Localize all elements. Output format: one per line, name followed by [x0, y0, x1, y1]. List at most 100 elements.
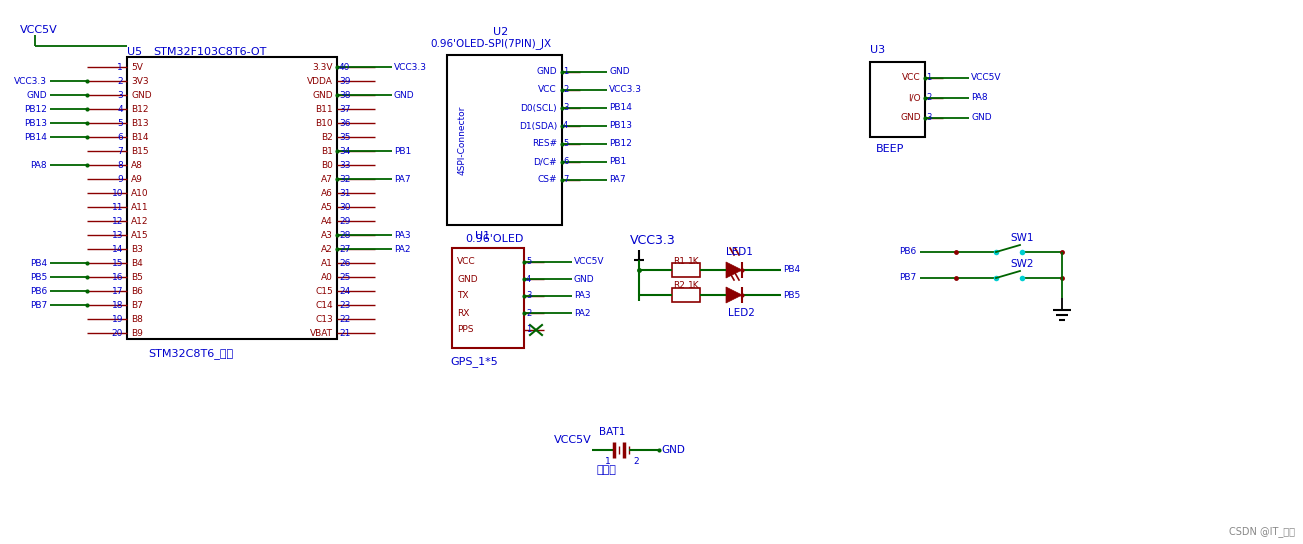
Text: PB1: PB1 [394, 146, 412, 156]
Text: 14: 14 [112, 244, 122, 254]
Text: 3: 3 [117, 90, 122, 100]
Text: VCC: VCC [903, 73, 921, 83]
Text: 25: 25 [339, 273, 351, 281]
Text: B9: B9 [132, 329, 143, 337]
Text: 22: 22 [339, 314, 351, 324]
Text: PA7: PA7 [394, 175, 410, 183]
Text: PB13: PB13 [609, 121, 632, 131]
Text: A9: A9 [132, 175, 143, 183]
Text: U2: U2 [493, 27, 508, 37]
Bar [672, 263, 700, 277]
Text: GND: GND [537, 67, 556, 77]
Text: 13: 13 [112, 231, 122, 239]
Text: A10: A10 [132, 189, 149, 197]
Text: A4: A4 [322, 217, 334, 226]
Text: 3V3: 3V3 [132, 77, 149, 85]
Text: PB5: PB5 [30, 273, 47, 281]
Text: 35: 35 [339, 133, 351, 141]
Text: 1: 1 [563, 67, 568, 77]
Text: CS#: CS# [538, 176, 556, 184]
Text: PB7: PB7 [30, 300, 47, 310]
Text: 3: 3 [526, 292, 532, 300]
Text: 16: 16 [112, 273, 122, 281]
Text: PB12: PB12 [609, 139, 632, 149]
Text: 3: 3 [926, 114, 932, 122]
Text: B6: B6 [132, 287, 143, 295]
Text: A11: A11 [132, 202, 149, 212]
Text: 5: 5 [117, 119, 122, 127]
Text: 26: 26 [339, 258, 351, 268]
Text: PA2: PA2 [575, 308, 590, 318]
Text: GND: GND [900, 114, 921, 122]
Text: 36: 36 [339, 119, 351, 127]
Text: U3: U3 [870, 45, 885, 55]
Text: STM32F103C8T6-OT: STM32F103C8T6-OT [152, 47, 266, 57]
Text: VCC3.3: VCC3.3 [629, 233, 676, 246]
Text: A2: A2 [322, 244, 334, 254]
Bar [126, 57, 337, 339]
Text: GND: GND [971, 114, 992, 122]
Text: C14: C14 [315, 300, 334, 310]
Text: A0: A0 [321, 273, 334, 281]
Text: 20: 20 [112, 329, 122, 337]
Text: 1: 1 [117, 63, 122, 71]
Text: I/O: I/O [908, 94, 921, 102]
Text: A6: A6 [321, 189, 334, 197]
Text: A5: A5 [321, 202, 334, 212]
Text: B4: B4 [132, 258, 143, 268]
Text: 39: 39 [339, 77, 351, 85]
Text: GND: GND [457, 275, 478, 283]
Text: 11: 11 [112, 202, 122, 212]
Text: CSDN @IT_陶水: CSDN @IT_陶水 [1229, 527, 1295, 537]
Text: 2: 2 [563, 85, 568, 95]
Text: PPS: PPS [457, 325, 473, 335]
Text: VCC: VCC [457, 257, 476, 267]
Text: PB14: PB14 [25, 133, 47, 141]
Text: 40: 40 [339, 63, 351, 71]
Text: 23: 23 [339, 300, 351, 310]
Text: U5: U5 [126, 47, 142, 57]
Text: 5: 5 [563, 139, 568, 149]
Text: 24: 24 [339, 287, 351, 295]
Text: B11: B11 [315, 104, 334, 114]
Text: 4: 4 [563, 121, 568, 131]
Text: 37: 37 [339, 104, 351, 114]
Bar [452, 248, 524, 348]
Text: GND: GND [394, 90, 414, 100]
Text: VCC5V: VCC5V [20, 25, 57, 35]
Text: 17: 17 [112, 287, 122, 295]
Text: 7: 7 [563, 176, 568, 184]
Text: 34: 34 [339, 146, 351, 156]
Text: GND: GND [313, 90, 334, 100]
Text: 38: 38 [339, 90, 351, 100]
Text: VCC: VCC [538, 85, 556, 95]
Text: VCC5V: VCC5V [971, 73, 1002, 83]
Text: PB6: PB6 [899, 248, 916, 257]
Text: 9: 9 [117, 175, 122, 183]
Text: 30: 30 [339, 202, 351, 212]
Text: B5: B5 [132, 273, 143, 281]
Text: PB1: PB1 [609, 158, 627, 166]
Bar [447, 55, 562, 225]
Text: SW2: SW2 [1010, 259, 1033, 269]
Text: PB4: PB4 [783, 265, 800, 275]
Text: B13: B13 [132, 119, 149, 127]
Text: 1: 1 [526, 325, 532, 335]
Text: D/C#: D/C# [533, 158, 556, 166]
Text: 18: 18 [112, 300, 122, 310]
Text: PA2: PA2 [394, 244, 410, 254]
Text: PA3: PA3 [394, 231, 410, 239]
Text: 1K: 1K [688, 281, 700, 290]
Text: C13: C13 [315, 314, 334, 324]
Text: 4: 4 [526, 275, 532, 283]
Text: 电池盒: 电池盒 [595, 465, 616, 475]
Text: RES#: RES# [532, 139, 556, 149]
Text: B2: B2 [322, 133, 334, 141]
Bar [672, 288, 700, 302]
Text: A8: A8 [132, 160, 143, 170]
Text: PB5: PB5 [783, 290, 800, 300]
Text: 1: 1 [926, 73, 932, 83]
Text: SW1: SW1 [1010, 233, 1033, 243]
Text: D1(SDA): D1(SDA) [519, 121, 556, 131]
Text: A3: A3 [321, 231, 334, 239]
